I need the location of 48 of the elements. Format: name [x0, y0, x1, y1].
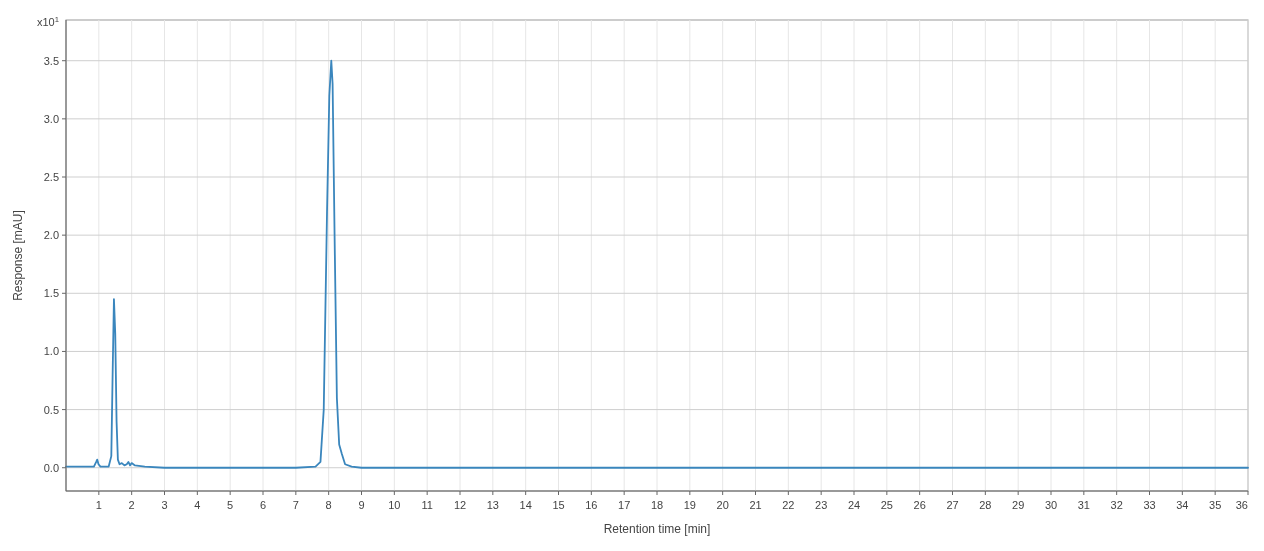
x-tick-label: 16 — [585, 499, 598, 511]
x-tick-label: 2 — [128, 499, 135, 511]
x-tick-label: 11 — [421, 499, 433, 511]
x-tick-label: 31 — [1077, 499, 1090, 511]
x-tick-label: 9 — [358, 499, 365, 511]
y-axis-title: Response [mAU] — [11, 210, 25, 301]
x-tick-label: 28 — [979, 499, 992, 511]
x-tick-label: 19 — [683, 499, 696, 511]
x-tick-label: 36 — [1235, 499, 1248, 511]
y-tick-label: 0.5 — [43, 403, 59, 416]
x-tick-label: 13 — [486, 499, 499, 511]
x-tick-label: 14 — [519, 499, 532, 511]
x-tick-label: 27 — [946, 499, 959, 511]
x-tick-label: 30 — [1044, 499, 1058, 511]
x-tick-label: 18 — [650, 499, 664, 511]
x-tick-label: 22 — [782, 499, 795, 511]
x-tick-label: 32 — [1110, 499, 1123, 511]
x-tick-label: 21 — [749, 499, 762, 511]
x-tick-label: 10 — [388, 499, 401, 511]
x-tick-label: 4 — [194, 499, 201, 511]
x-tick-label: 24 — [847, 499, 861, 511]
x-tick-label: 6 — [259, 499, 267, 511]
x-tick-label: 35 — [1209, 499, 1222, 511]
x-tick-label: 26 — [913, 499, 926, 511]
y-tick-label: 2.0 — [43, 229, 59, 242]
x-tick-label: 12 — [453, 499, 467, 511]
x-tick-label: 8 — [325, 499, 332, 511]
text: x10$^{1}$ — [36, 14, 59, 28]
x-axis-title: Retention time [min] — [603, 522, 711, 536]
x-tick-label: 17 — [618, 499, 631, 511]
x-tick-label: 7 — [292, 499, 299, 511]
x-tick-label: 15 — [552, 499, 565, 511]
x-tick-label: 23 — [815, 499, 828, 511]
x-tick-label: 20 — [716, 499, 729, 511]
x-tick-label: 3 — [161, 499, 168, 511]
line-series — [65, 59, 1249, 469]
y-tick-label: 3.0 — [43, 112, 59, 125]
x-tick-label: 33 — [1143, 499, 1156, 511]
x-tick-label: 25 — [880, 499, 893, 511]
x-tick-label: 1 — [95, 499, 102, 511]
y-tick-label: 0.0 — [43, 461, 59, 474]
x-tick-label: 5 — [227, 499, 234, 511]
y-tick-label: 2.5 — [43, 171, 59, 183]
x-tick-label: 34 — [1176, 499, 1189, 511]
y-tick-label: 3.5 — [43, 54, 59, 67]
x-tick-label: 29 — [1012, 499, 1025, 511]
y-tick-label: 1.5 — [43, 287, 59, 300]
y-tick-label: 1.0 — [43, 345, 59, 358]
